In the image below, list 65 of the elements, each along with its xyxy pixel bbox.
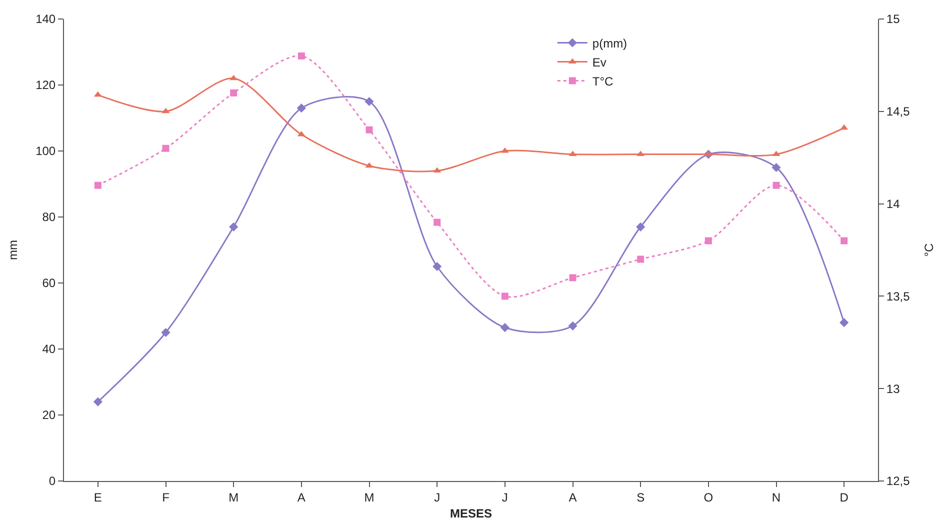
- point: [365, 162, 374, 168]
- y2-tick-label: 14,5: [886, 104, 910, 119]
- point: [364, 96, 374, 106]
- point: [432, 262, 442, 272]
- y-tick-label: 140: [36, 12, 56, 26]
- y2-tick-label: 13,5: [886, 289, 910, 304]
- point: [840, 124, 848, 130]
- y-tick-label: 120: [36, 78, 56, 92]
- point: [229, 222, 238, 232]
- point: [296, 104, 306, 113]
- point: [636, 150, 645, 156]
- legend-label: Ev: [592, 55, 606, 70]
- y-tick-label: 60: [42, 276, 56, 290]
- y-tick-label: 40: [42, 342, 56, 356]
- point: [637, 256, 644, 263]
- point: [772, 182, 780, 189]
- point: [366, 126, 373, 134]
- point: [93, 397, 102, 406]
- y-tick-label: 20: [42, 408, 56, 422]
- point: [568, 321, 578, 330]
- point: [772, 150, 780, 156]
- legend-label: p(mm): [592, 36, 628, 50]
- y2-tick-label: 12,5: [886, 474, 910, 488]
- point: [433, 167, 442, 173]
- y-tick-label: 80: [42, 210, 56, 224]
- point: [568, 150, 577, 156]
- x-tick-label: O: [704, 490, 714, 504]
- y2-axis-title: °C: [922, 242, 936, 257]
- x-tick-label: J: [502, 490, 508, 504]
- x-tick-label: N: [772, 490, 781, 504]
- point: [704, 150, 712, 156]
- point: [94, 182, 102, 189]
- point: [704, 237, 712, 244]
- point: [230, 74, 238, 80]
- x-tick-label: E: [94, 490, 102, 504]
- point: [230, 89, 238, 96]
- point: [840, 237, 848, 244]
- x-tick-label: J: [434, 490, 440, 504]
- point: [569, 274, 576, 282]
- y-tick-label: 0: [48, 474, 56, 488]
- y-tick-label: 100: [36, 144, 56, 158]
- x-tick-label: A: [297, 490, 306, 504]
- y-axis-title: mm: [6, 240, 20, 260]
- y2-tick-label: 14: [886, 197, 900, 211]
- point: [434, 218, 441, 226]
- y2-tick-label: 13: [886, 382, 900, 396]
- point: [94, 91, 102, 97]
- x-tick-label: M: [228, 490, 239, 504]
- point: [500, 323, 510, 332]
- point: [298, 52, 305, 60]
- point: [636, 222, 646, 232]
- x-tick-label: M: [364, 490, 374, 504]
- point: [501, 292, 508, 300]
- x-tick-label: D: [840, 490, 849, 504]
- y2-tick-label: 15: [886, 12, 900, 26]
- point: [162, 108, 170, 114]
- point: [161, 328, 170, 338]
- x-tick-label: A: [568, 490, 577, 504]
- point: [162, 144, 170, 152]
- point: [840, 318, 849, 328]
- x-tick-label: F: [162, 490, 170, 504]
- x-tick-label: S: [636, 490, 645, 504]
- x-axis-title: MESES: [450, 506, 492, 520]
- legend-label: T°C: [592, 74, 614, 88]
- point: [772, 162, 781, 172]
